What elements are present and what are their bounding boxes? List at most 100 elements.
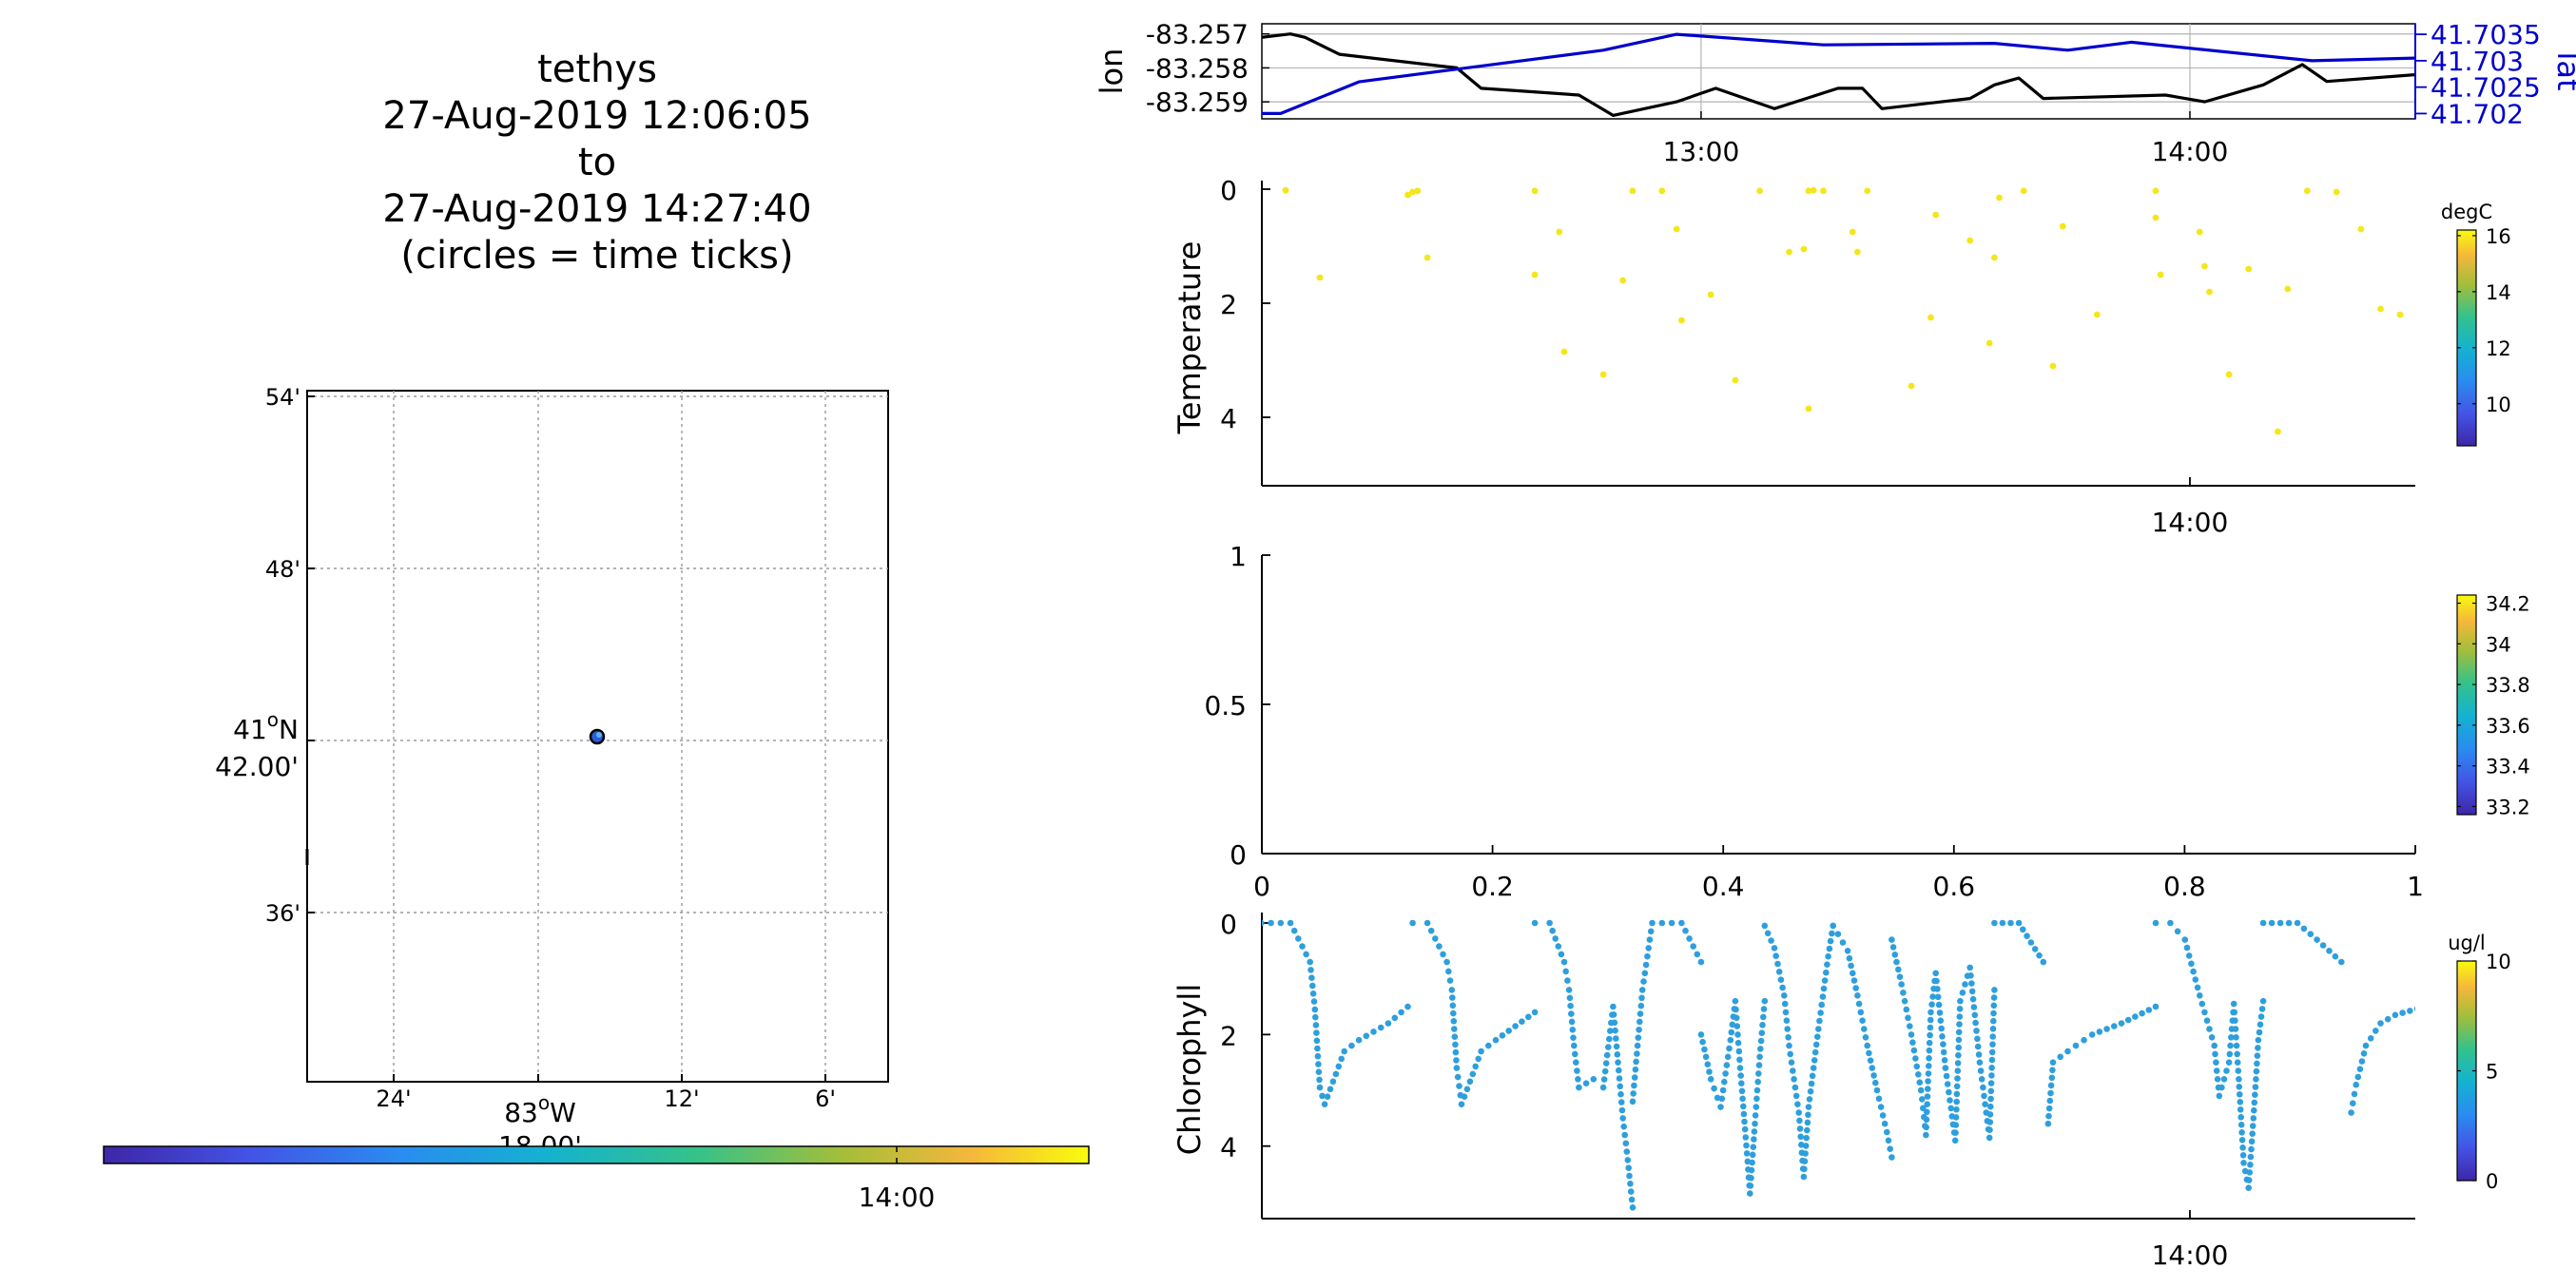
chlorophyll-point: [1791, 1076, 1797, 1083]
chlorophyll-point: [2285, 919, 2293, 927]
chlorophyll-point: [1456, 1083, 1462, 1089]
chlorophyll-point: [1999, 919, 2006, 927]
chlorophyll-point: [1953, 1083, 1961, 1090]
chlorophyll-point: [2036, 952, 2043, 959]
chlorophyll-point: [2007, 919, 2014, 927]
chlorophyll-point: [1877, 1104, 1885, 1110]
chlorophyll-point: [1783, 1017, 1791, 1024]
time-colorbar-tick-label: 14:00: [859, 1182, 936, 1213]
chlorophyll-point: [1324, 1093, 1331, 1100]
chlorophyll-point: [1990, 1009, 1997, 1017]
chlorophyll-point: [1571, 1042, 1578, 1049]
chlorophyll-point: [1801, 1158, 1809, 1164]
chlorophyll-point: [1640, 978, 1647, 985]
chlorophyll-point: [1601, 1067, 1609, 1075]
chlorophyll-point: [1954, 1067, 1962, 1074]
chlorophyll-point: [1752, 1120, 1758, 1127]
chlorophyll-point: [1741, 1118, 1748, 1125]
temperature-point: [1556, 228, 1563, 236]
chlorophyll-point: [1629, 1204, 1637, 1211]
chlorophyll-point: [1816, 1017, 1823, 1025]
temperature-point: [1854, 248, 1861, 256]
chlorophyll-point: [1611, 1019, 1618, 1027]
time-colorbar-fill: [103, 1145, 1090, 1164]
chlorophyll-point: [1638, 987, 1646, 993]
chlorophyll-point: [1615, 1059, 1621, 1066]
chlorophyll-point: [1742, 1134, 1750, 1141]
map-y-tick-label: 48': [265, 556, 300, 583]
chlorophyll-point: [1314, 1052, 1322, 1060]
chlorophyll-point: [1313, 1037, 1321, 1045]
chlorophyll-point: [1610, 1011, 1617, 1018]
chlorophyll-point: [1898, 981, 1905, 988]
chlorophyll-point: [1943, 1072, 1950, 1080]
temperature-point: [1805, 405, 1812, 413]
chlorophyll-point: [2377, 1020, 2384, 1027]
chlorophyll-point: [2445, 1002, 2451, 1009]
chlorophyll-point: [1697, 958, 1705, 966]
lat-series-line: [1262, 32, 2415, 116]
map-y-tick-label: 36': [265, 900, 300, 927]
chlorophyll-point: [1314, 1045, 1321, 1052]
chlorophyll-point: [2407, 1008, 2413, 1014]
chlorophyll-point: [1570, 1034, 1577, 1041]
temperature-point: [1800, 245, 1808, 253]
chlorophyll-point: [1953, 1105, 1960, 1113]
chlorophyll-point: [1478, 1048, 1484, 1055]
chlorophyll-point: [2254, 1060, 2260, 1067]
chlorophyll-point: [1605, 1044, 1612, 1050]
chlorophyll-point: [1727, 1036, 1734, 1044]
chlorophyll-point: [1702, 1053, 1710, 1061]
chlorophyll-point: [1772, 952, 1779, 959]
chlorophyll-point: [1795, 1109, 1802, 1116]
salinity-colorbar-tick-label: 33.4: [2486, 756, 2530, 779]
chlorophyll-point: [1466, 1078, 1474, 1086]
map-panel: 54' 48' 36' 41oN 42.00' 24' 12' 6' 83oW …: [215, 384, 889, 1162]
chlorophyll-point: [1629, 1098, 1637, 1105]
chlorophyll-point: [1262, 919, 1265, 927]
chlorophyll-point: [1909, 1039, 1916, 1046]
chlorophyll-point: [1926, 1063, 1932, 1069]
chlorophyll-point: [1946, 1088, 1952, 1096]
chlorophyll-point: [2220, 1076, 2228, 1083]
chlorophyll-point: [2358, 1058, 2366, 1065]
chlorophyll-point: [1738, 1087, 1746, 1095]
temperature-point: [1732, 376, 1739, 384]
chlorophyll-point: [1308, 974, 1315, 981]
chlorophyll-point: [1824, 961, 1830, 968]
temperature-point: [2196, 228, 2203, 236]
temperature-point: [2152, 187, 2160, 195]
chlorophyll-point: [1955, 1044, 1962, 1051]
chlorophyll-point: [1779, 984, 1786, 991]
chlorophyll-point: [1788, 1059, 1795, 1066]
chlorophyll-point: [1796, 1125, 1804, 1132]
chlorophyll-point: [2237, 1091, 2243, 1098]
salinity-x-tick-label: 0.8: [2163, 871, 2206, 902]
chlorophyll-point: [2096, 1028, 2103, 1035]
chlorophyll-point: [1623, 1148, 1631, 1155]
chlorophyll-point: [2233, 1042, 2240, 1049]
chlorophyll-point: [2319, 942, 2327, 949]
chlorophyll-point: [2027, 939, 2035, 946]
chlorophyll-point: [1560, 958, 1568, 966]
chlorophyll-point: [1915, 1071, 1922, 1078]
chlorophyll-point: [2020, 926, 2026, 933]
chlorophyll-point: [2064, 1048, 2071, 1055]
chlorophyll-point: [1987, 1103, 1994, 1110]
chlorophyll-point: [1907, 1023, 1913, 1029]
chlorophyll-point: [1644, 952, 1651, 960]
chlorophyll-point: [1875, 1095, 1883, 1103]
chlorophyll-point: [1987, 1087, 1995, 1095]
chlorophyll-point: [1706, 1068, 1713, 1075]
temperature-axis-label: Temperature: [1172, 241, 1208, 435]
chlorophyll-point: [1619, 1115, 1626, 1122]
chlorophyll-point: [1312, 1013, 1319, 1021]
chlorophyll-point: [1988, 1065, 1995, 1071]
chlorophyll-point: [1552, 935, 1559, 942]
lat-y-tick-label: 41.7035: [2431, 19, 2541, 50]
chlorophyll-point: [1341, 1048, 1347, 1055]
chlorophyll-point: [1739, 1095, 1746, 1103]
salinity-ticks: 0 0.2 0.4 0.6 0.8 1 0 0.5 1: [1204, 541, 2423, 902]
chlorophyll-point: [1743, 1142, 1750, 1149]
salinity-colorbar-ticks: 33.2 33.4 33.6 33.8 34 34.2: [2457, 593, 2530, 818]
